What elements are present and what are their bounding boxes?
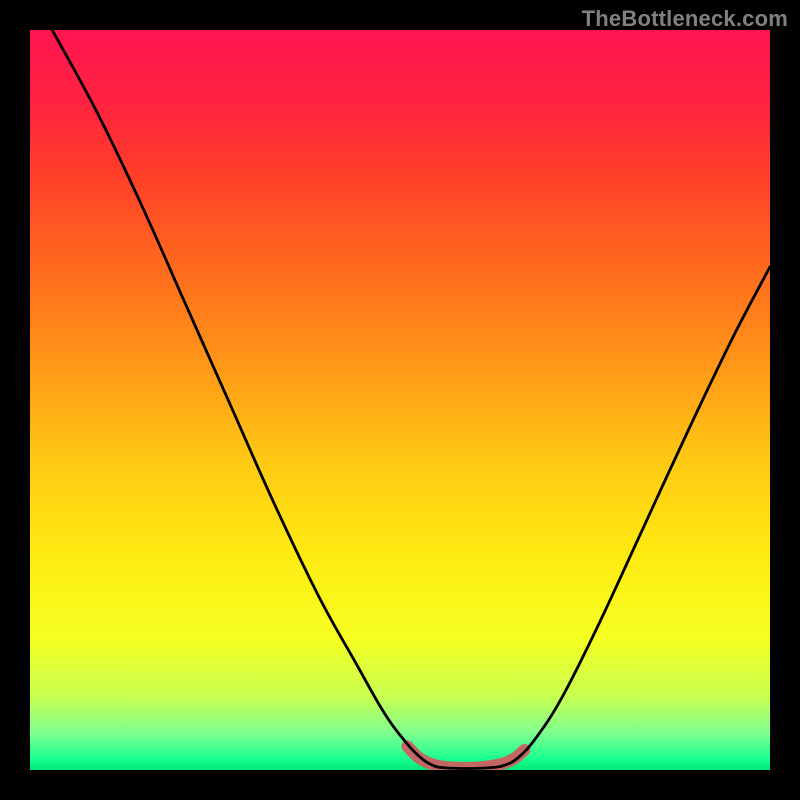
watermark-text: TheBottleneck.com [582,6,788,32]
bottleneck-chart [30,30,770,770]
gradient-background [30,30,770,770]
chart-frame: TheBottleneck.com [0,0,800,800]
